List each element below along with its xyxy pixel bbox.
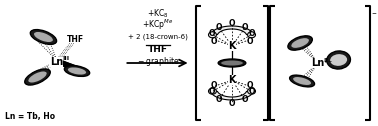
Text: O: O — [242, 23, 248, 32]
Ellipse shape — [209, 32, 216, 38]
Ellipse shape — [290, 75, 314, 87]
Polygon shape — [211, 91, 254, 100]
Text: O: O — [229, 19, 235, 27]
Text: O: O — [248, 87, 255, 97]
Ellipse shape — [209, 88, 216, 94]
Text: O: O — [209, 29, 215, 39]
Text: Ln: Ln — [311, 58, 324, 68]
Ellipse shape — [68, 67, 86, 75]
Text: Ln = Tb, Ho: Ln = Tb, Ho — [5, 113, 55, 121]
Text: THF: THF — [148, 45, 168, 55]
Text: III: III — [62, 56, 69, 61]
Text: O: O — [229, 99, 235, 107]
Text: K: K — [228, 41, 236, 51]
Ellipse shape — [327, 51, 350, 69]
Ellipse shape — [248, 88, 256, 94]
Ellipse shape — [25, 69, 50, 85]
Polygon shape — [211, 26, 254, 35]
Text: O: O — [216, 23, 222, 32]
Text: O: O — [246, 37, 253, 45]
Text: +KCp$^{Me}$: +KCp$^{Me}$ — [142, 18, 174, 32]
Text: $^{-}$: $^{-}$ — [327, 59, 332, 65]
Ellipse shape — [30, 30, 57, 44]
Text: O: O — [216, 94, 222, 103]
Text: + 2 (18-crown-6): + 2 (18-crown-6) — [128, 34, 188, 40]
Text: O: O — [242, 94, 248, 103]
Ellipse shape — [28, 71, 46, 83]
Ellipse shape — [221, 60, 243, 66]
Ellipse shape — [330, 54, 347, 66]
Text: +KC$_8$: +KC$_8$ — [147, 8, 169, 20]
Text: O: O — [248, 29, 255, 39]
Text: O: O — [211, 81, 217, 89]
Text: II: II — [323, 58, 328, 63]
Ellipse shape — [218, 59, 246, 67]
Ellipse shape — [248, 32, 256, 38]
Text: O: O — [246, 81, 253, 89]
Ellipse shape — [34, 32, 53, 42]
FancyArrowPatch shape — [127, 60, 186, 66]
Ellipse shape — [288, 36, 312, 50]
Text: O: O — [209, 87, 215, 97]
Text: Ln: Ln — [50, 57, 63, 67]
Text: THF: THF — [67, 35, 84, 43]
Text: O: O — [211, 37, 217, 45]
Text: $-$ graphite: $-$ graphite — [137, 55, 179, 69]
Text: K: K — [228, 75, 236, 85]
Ellipse shape — [291, 38, 309, 48]
Ellipse shape — [293, 77, 311, 85]
Text: $^{-}$: $^{-}$ — [371, 10, 378, 19]
Ellipse shape — [64, 66, 90, 76]
